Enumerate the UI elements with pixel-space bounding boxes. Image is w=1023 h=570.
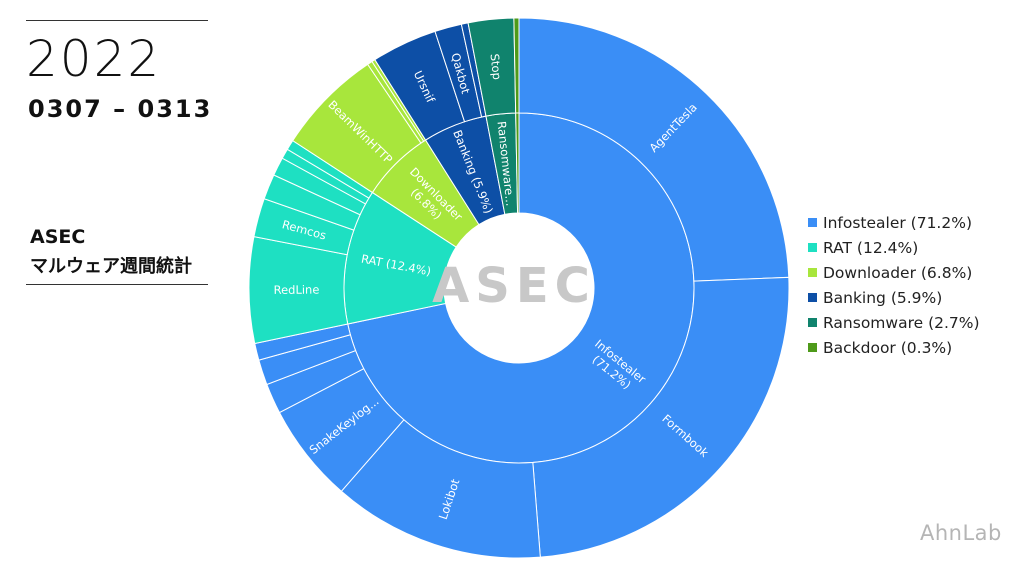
report-title-line2: マルウェア週間統計 <box>30 256 192 277</box>
legend-item: RAT (12.4%) <box>808 235 980 260</box>
bottom-rule <box>26 284 208 285</box>
slice-label-stop: Stop <box>488 53 505 80</box>
legend-swatch <box>808 293 817 302</box>
center-logo: ASEC <box>432 258 596 314</box>
legend-label: Banking (5.9%) <box>823 288 943 307</box>
outer-slice-infostealer-formbook <box>532 276 790 558</box>
legend-label: Downloader (6.8%) <box>823 263 973 282</box>
slice-label-redline: RedLine <box>274 282 320 296</box>
ahnlab-logo: AhnLab <box>920 521 1002 545</box>
legend-label: Ransomware (2.7%) <box>823 313 980 332</box>
outer-slice-infostealer-agenttesla <box>518 17 790 282</box>
legend-swatch <box>808 343 817 352</box>
outer-slice-backdoor-other-1 <box>513 17 520 114</box>
legend-label: Infostealer (71.2%) <box>823 213 972 232</box>
legend: Infostealer (71.2%) RAT (12.4%) Downloader… <box>808 210 980 360</box>
top-rule <box>26 20 208 21</box>
legend-item: Downloader (6.8%) <box>808 260 980 285</box>
chart-arcs <box>248 17 790 559</box>
legend-item: Infostealer (71.2%) <box>808 210 980 235</box>
legend-swatch <box>808 218 817 227</box>
legend-label: Backdoor (0.3%) <box>823 338 953 357</box>
legend-swatch <box>808 243 817 252</box>
date-range: 0307 – 0313 <box>28 95 213 123</box>
legend-swatch <box>808 318 817 327</box>
report-title-line1: ASEC <box>30 226 86 248</box>
legend-item: Backdoor (0.3%) <box>808 335 980 360</box>
year-title: 2022 <box>26 30 162 88</box>
legend-item: Banking (5.9%) <box>808 285 980 310</box>
legend-item: Ransomware (2.7%) <box>808 310 980 335</box>
legend-swatch <box>808 268 817 277</box>
legend-label: RAT (12.4%) <box>823 238 919 257</box>
